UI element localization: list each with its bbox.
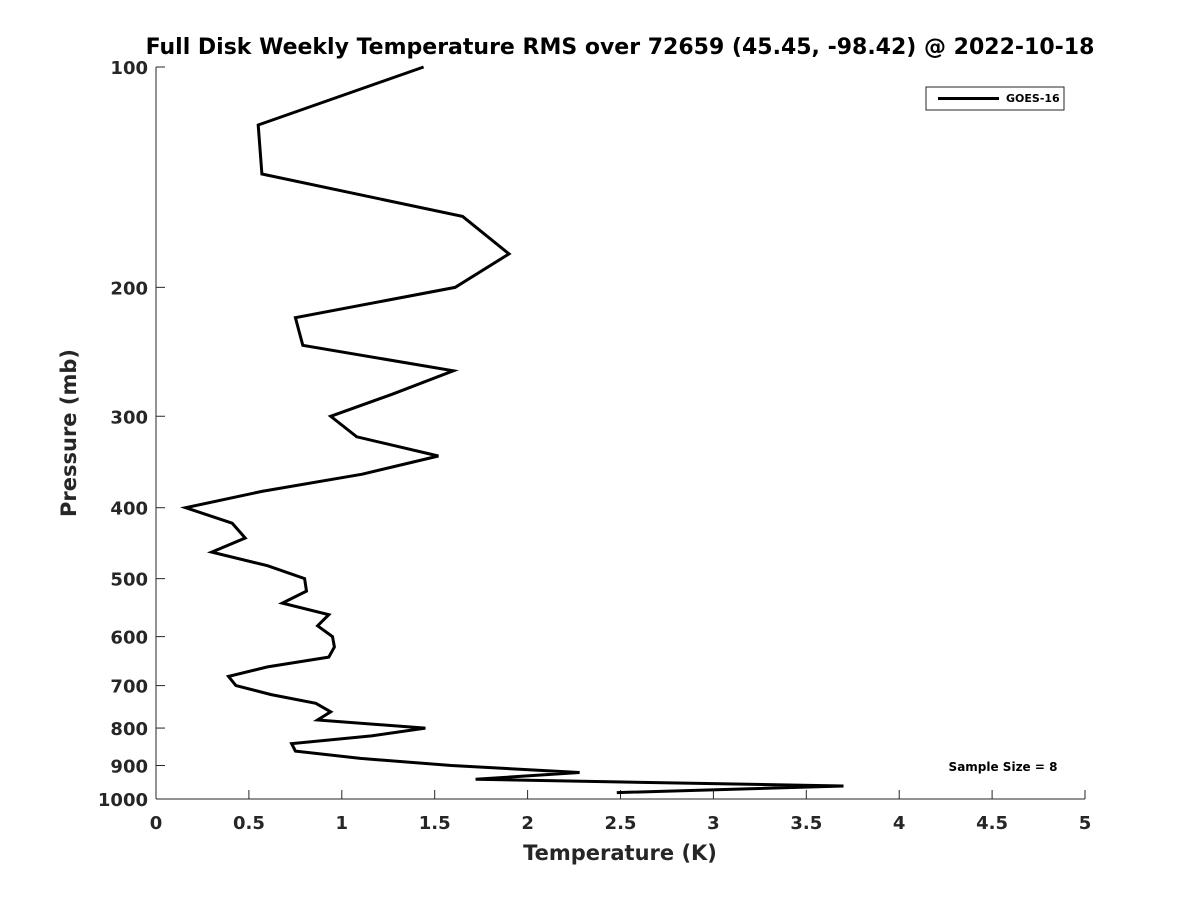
y-tick-label: 900 [110,757,148,778]
y-tick-label: 600 [110,628,148,649]
x-tick-label: 1.5 [419,813,451,834]
x-tick-label: 0 [150,813,163,834]
y-tick-label: 100 [110,58,148,79]
y-tick-label: 1000 [98,790,148,811]
x-axis-label: Temperature (K) [523,841,717,865]
sample-size-annotation: Sample Size = 8 [949,760,1058,774]
x-tick-label: 5 [1079,813,1092,834]
series-layer [180,65,844,795]
y-tick-label: 500 [110,570,148,591]
legend-label-goes-16: GOES-16 [1006,92,1060,105]
x-tick-label: 0.5 [233,813,265,834]
x-tick-label: 3 [707,813,720,834]
x-tick-label: 1 [336,813,349,834]
axes: 0 0.5 1 1.5 2 2.5 3 3.5 4 4.5 5 100 200 300 400 500 600 7… [98,58,1091,834]
y-axis-label: Pressure (mb) [57,349,81,517]
x-tick-label: 4.5 [976,813,1008,834]
legend: GOES-16 [925,86,1065,111]
y-tick-label: 400 [110,499,148,520]
y-tick-label: 300 [110,407,148,428]
chart-title: Full Disk Weekly Temperature RMS over 72… [146,35,1095,60]
x-tick-label: 3.5 [790,813,822,834]
y-tick-label: 200 [110,278,148,299]
x-tick-label: 2 [521,813,534,834]
y-tick-label: 700 [110,677,148,698]
x-tick-label: 2.5 [605,813,637,834]
series-line-goes-16 [180,65,844,795]
y-tick-label: 800 [110,719,148,740]
x-tick-label: 4 [893,813,906,834]
